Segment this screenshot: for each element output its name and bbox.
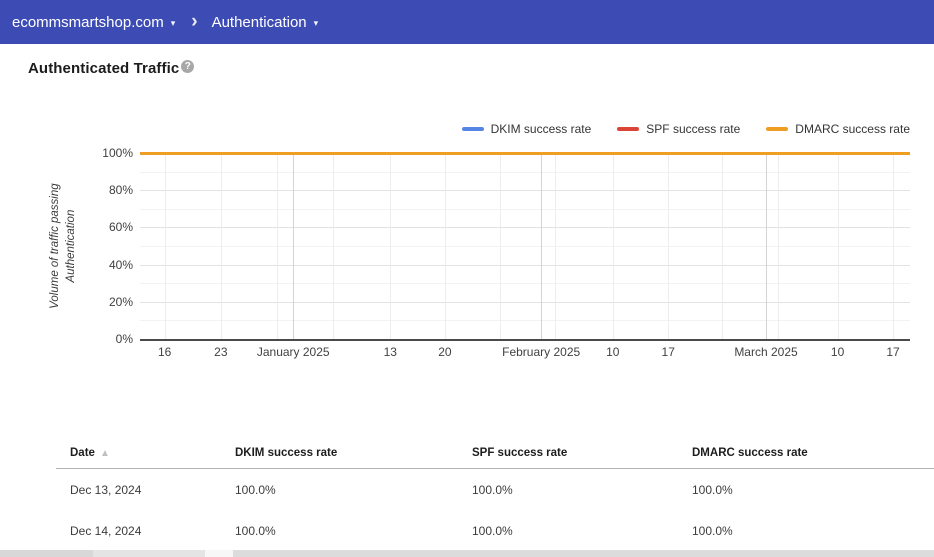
cell-value: 100.0%: [472, 523, 513, 538]
cell-value: 100.0%: [235, 482, 276, 497]
data-table: Date ▲ DKIM success rate SPF success rate…: [56, 438, 934, 551]
page-title-row: Authenticated Traffic ?: [28, 60, 195, 77]
y-tick-label: 80%: [108, 183, 133, 198]
y-gridline-minor: [140, 283, 910, 285]
y-gridline-major: [140, 227, 910, 229]
x-gridline-week: [164, 153, 166, 339]
y-gridline-minor: [140, 246, 910, 247]
table-row: Dec 13, 2024 100.0% 100.0% 100.0%: [56, 469, 934, 510]
y-gridline-major: [140, 264, 910, 266]
horizontal-scrollbar[interactable]: [0, 550, 934, 557]
cell-value: 100.0%: [472, 482, 513, 497]
legend-label: DMARC success rate: [795, 122, 910, 136]
x-tick-label: 17: [886, 345, 900, 359]
top-navigation-bar: ecommsmartshop.com ▾ › Authentication ▾: [0, 0, 934, 44]
y-gridline-minor: [140, 208, 910, 210]
table-row: Dec 14, 2024 100.0% 100.0% 100.0%: [56, 510, 934, 551]
y-gridline-minor: [140, 171, 910, 173]
column-header-date[interactable]: Date ▲: [56, 447, 235, 459]
x-tick-label: 20: [438, 345, 452, 359]
table-header-row: Date ▲ DKIM success rate SPF success rate…: [56, 438, 934, 469]
x-gridline-week: [220, 153, 222, 339]
x-tick-label: March 2025: [734, 345, 798, 359]
x-gridline-week: [444, 153, 446, 339]
x-gridline-week: [668, 153, 670, 339]
legend-label: DKIM success rate: [490, 122, 592, 136]
x-gridline-week: [612, 153, 614, 339]
x-tick-label: February 2025: [502, 345, 581, 359]
legend-swatch: [461, 127, 484, 131]
x-gridline-week: [333, 153, 335, 339]
y-tick-label: 60%: [108, 220, 133, 235]
legend-item-dkim: DKIM success rate: [461, 122, 592, 136]
domain-selector-dropdown[interactable]: ecommsmartshop.com ▾: [12, 14, 175, 31]
x-gridline-week: [778, 153, 780, 339]
series-line-dmarc: [140, 152, 910, 155]
x-gridline-week: [722, 153, 724, 339]
legend-label: SPF success rate: [646, 122, 741, 136]
y-axis-labels: 100% 80% 60% 40% 20% 0%: [60, 146, 133, 346]
y-tick-label: 0%: [115, 332, 133, 346]
column-header-dmarc[interactable]: DMARC success rate: [692, 447, 808, 459]
y-tick-label: 100%: [102, 146, 133, 160]
x-gridline-week: [837, 153, 839, 339]
y-tick-label: 40%: [108, 257, 133, 272]
legend-swatch: [617, 127, 640, 131]
x-tick-label: 16: [157, 345, 172, 359]
x-gridline-month: [541, 153, 543, 339]
x-gridline-week: [390, 153, 392, 339]
x-axis-labels: 16 23 January 2025 13 20 February 2025 10 17 Mar…: [140, 345, 910, 361]
y-gridline-major: [140, 190, 910, 192]
column-header-spf[interactable]: SPF success rate: [472, 447, 568, 459]
legend-swatch: [766, 127, 789, 131]
chevron-down-icon: ▾: [313, 18, 319, 28]
cell-value: 100.0%: [692, 482, 733, 497]
y-gridline-minor: [140, 320, 910, 322]
legend-item-dmarc: DMARC success rate: [766, 122, 910, 136]
domain-selector-label: ecommsmartshop.com: [12, 13, 164, 31]
legend-item-spf: SPF success rate: [617, 122, 740, 136]
chart-legend: DKIM success rate SPF success rate DMARC s…: [140, 122, 910, 136]
y-tick-label: 20%: [108, 294, 133, 309]
y-gridline-major: [140, 301, 910, 303]
x-tick-label: 13: [383, 345, 397, 359]
x-gridline-week: [893, 153, 895, 339]
section-selector-dropdown[interactable]: Authentication ▾: [212, 14, 319, 31]
help-icon[interactable]: ?: [181, 60, 195, 73]
cell-value: 100.0%: [235, 523, 276, 538]
column-header-dkim[interactable]: DKIM success rate: [235, 447, 338, 459]
x-tick-label: 17: [661, 345, 675, 359]
x-gridline-week: [555, 153, 557, 339]
x-gridline-month: [766, 153, 767, 339]
section-selector-label: Authentication: [211, 13, 307, 31]
page-title: Authenticated Traffic: [28, 60, 180, 77]
chart-plot-area: [140, 152, 910, 341]
x-tick-label: 10: [830, 345, 845, 359]
x-gridline-week: [277, 153, 279, 339]
cell-value: 100.0%: [692, 523, 733, 538]
cell-date: Dec 13, 2024: [70, 482, 142, 497]
column-header-date-label: Date: [70, 447, 95, 459]
x-tick-label: 23: [214, 345, 228, 359]
cell-date: Dec 14, 2024: [70, 523, 142, 538]
x-tick-label: January 2025: [256, 345, 330, 359]
x-gridline-week: [500, 153, 502, 339]
sort-ascending-icon: ▲: [99, 448, 110, 459]
x-gridline-month: [293, 153, 295, 339]
x-tick-label: 10: [606, 345, 620, 359]
table-body: Dec 13, 2024 100.0% 100.0% 100.0% Dec 14, 20…: [56, 469, 934, 551]
chevron-right-icon: ›: [191, 10, 198, 32]
chevron-down-icon: ▾: [170, 18, 176, 28]
